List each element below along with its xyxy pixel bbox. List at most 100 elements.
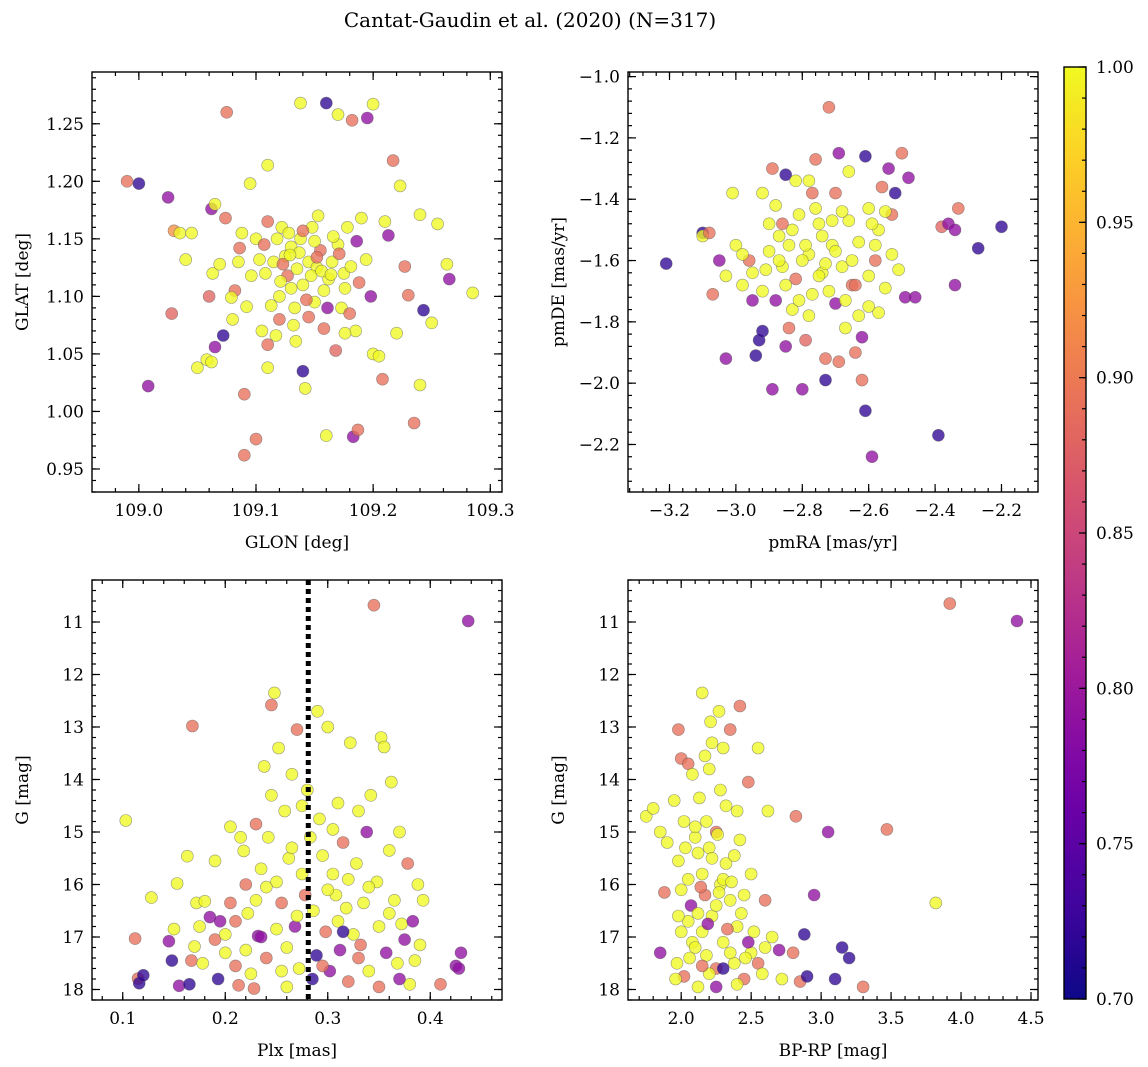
scatter-point — [185, 226, 198, 240]
scatter-point — [691, 846, 705, 860]
scatter-point — [688, 941, 702, 954]
scatter-point — [290, 262, 304, 276]
y-tick-label: 1.25 — [46, 115, 84, 135]
scatter-point — [769, 294, 783, 307]
scatter-point — [331, 108, 345, 121]
scatter-point — [237, 844, 250, 858]
y-tick-label: 13 — [598, 718, 620, 738]
scatter-point — [288, 301, 302, 315]
scatter-point — [331, 796, 345, 810]
panel-glon-glat: 109.0 109.1 109.2 109.3 0.95 1.00 1.05 1.10 1.15… — [13, 71, 515, 553]
scatter-point — [225, 291, 238, 304]
scatter-point — [259, 880, 273, 894]
x-axis-label: Plx [mas] — [257, 1041, 337, 1061]
scatter-point — [865, 217, 879, 231]
scatter-point — [321, 301, 334, 315]
scatter-point — [845, 254, 859, 267]
scatter-point — [849, 346, 862, 359]
scatter-point — [165, 954, 179, 967]
scatter-point — [308, 234, 321, 248]
scatter-point — [835, 205, 849, 218]
scatter-point — [789, 174, 803, 188]
scatter-point — [213, 257, 226, 271]
scatter-point — [216, 329, 230, 342]
y-tick-label: 13 — [62, 718, 84, 738]
scatter-point — [170, 877, 184, 890]
scatter-point — [336, 836, 350, 849]
scatter-point — [723, 893, 737, 907]
scatter-point — [282, 851, 296, 865]
scatter-point — [403, 977, 417, 991]
scatter-point — [257, 760, 271, 773]
scatter-point — [352, 276, 366, 289]
scatter-point — [684, 899, 698, 912]
scatter-point — [261, 215, 275, 228]
scatter-point — [868, 254, 882, 267]
scatter-point — [822, 284, 836, 298]
scatter-point — [268, 686, 281, 700]
scatter-point — [761, 804, 775, 818]
scatter-point — [345, 114, 359, 127]
y-axis-label: GLAT [deg] — [13, 233, 33, 331]
scatter-point — [413, 378, 427, 392]
scatter-point — [352, 804, 365, 818]
scatter-point — [769, 199, 783, 212]
y-tick-label: 1.05 — [46, 345, 84, 365]
scatter-point — [712, 704, 726, 718]
colorbar-tick-label: 0.70 — [1096, 990, 1134, 1010]
scatter-point — [208, 854, 222, 868]
scatter-point — [304, 269, 318, 283]
scatter-point — [868, 238, 882, 252]
scatter-point — [132, 177, 146, 190]
y-tick-label: −1.0 — [579, 68, 620, 88]
scatter-point — [239, 943, 253, 957]
scatter-point — [120, 175, 134, 188]
scatter-point — [249, 817, 263, 831]
scatter-point — [302, 310, 316, 324]
scatter-point — [292, 962, 306, 975]
scatter-point — [772, 254, 786, 267]
scatter-point — [206, 267, 219, 280]
scatter-point — [756, 186, 769, 200]
y-tick-label: 1.00 — [46, 402, 84, 422]
scatter-point — [294, 96, 307, 110]
scatter-point — [746, 266, 759, 280]
scatter-point — [721, 922, 734, 936]
scatter-point — [244, 967, 258, 981]
scatter-point — [779, 168, 793, 181]
scatter-point — [161, 191, 175, 204]
scatter-point — [285, 767, 299, 781]
scatter-point — [347, 928, 360, 941]
scatter-point — [162, 934, 176, 948]
scatter-point — [413, 208, 427, 221]
scatter-point — [695, 686, 709, 700]
scatter-point — [766, 382, 779, 396]
scatter-point — [875, 180, 889, 194]
scatter-point — [795, 382, 809, 396]
scatter-point — [779, 278, 793, 292]
scatter-point — [205, 355, 218, 369]
scatter-point — [183, 977, 196, 991]
scatter-point — [352, 951, 365, 965]
scatter-point — [261, 158, 275, 172]
scatter-point — [825, 214, 839, 227]
x-tick-label: 4.0 — [948, 1009, 975, 1029]
scatter-point — [219, 211, 232, 225]
scatter-point — [669, 972, 682, 986]
scatter-point — [839, 294, 852, 307]
scatter-point — [786, 946, 800, 960]
scatter-point — [466, 286, 480, 300]
scatter-point — [141, 379, 155, 393]
scatter-point — [951, 202, 965, 215]
y-tick-label: −2.2 — [579, 435, 620, 455]
scatter-point — [734, 907, 748, 920]
panel-plx-g: 0.1 0.2 0.3 0.4 11 12 13 14 15 16 17 18 Plx [mas] G [… — [13, 579, 503, 1061]
scatter-point — [243, 177, 257, 190]
scatter-point — [325, 255, 339, 269]
scatter-point — [310, 949, 323, 962]
scatter-point — [646, 802, 660, 815]
scatter-point — [198, 894, 212, 908]
y-tick-label: 0.95 — [46, 460, 84, 480]
scatter-point — [672, 854, 685, 868]
